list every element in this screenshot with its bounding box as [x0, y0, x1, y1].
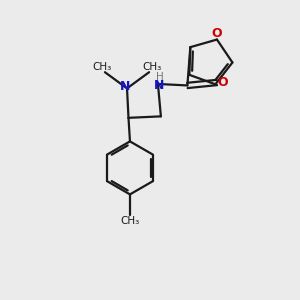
Text: CH₃: CH₃: [142, 62, 162, 72]
Text: O: O: [218, 76, 228, 89]
Text: N: N: [154, 79, 165, 92]
Text: O: O: [211, 27, 222, 40]
Text: H: H: [155, 72, 163, 82]
Text: CH₃: CH₃: [92, 62, 112, 72]
Text: CH₃: CH₃: [120, 216, 140, 226]
Text: N: N: [120, 80, 131, 93]
